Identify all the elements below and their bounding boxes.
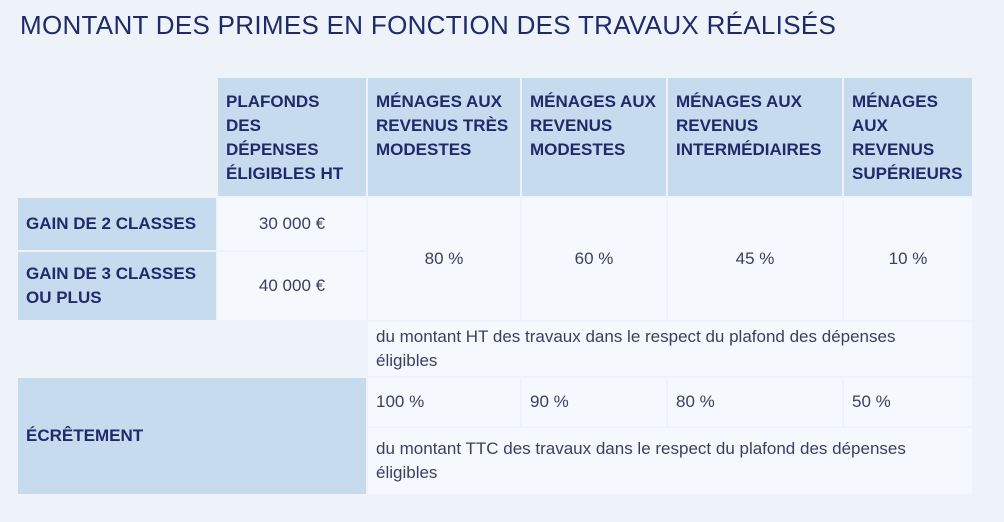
rate: 80 % <box>668 378 842 426</box>
note: du montant HT des travaux dans le respec… <box>368 322 972 376</box>
prime-table: PLAFONDS DES DÉPENSES ÉLIGIBLES HT MÉNAG… <box>16 76 974 496</box>
row-label: ÉCRÊTEMENT <box>18 378 366 494</box>
header-cell: MÉNAGES AUX REVENUS TRÈS MODESTES <box>368 78 520 196</box>
title: MONTANT DES PRIMES EN FONCTION DES TRAVA… <box>20 10 837 40</box>
rate: 90 % <box>522 378 666 426</box>
rate: 100 % <box>368 378 520 426</box>
note: du montant TTC des travaux dans le respe… <box>368 428 972 494</box>
rate: 10 % <box>844 198 972 320</box>
row-label: GAIN DE 3 CLASSES OU PLUS <box>18 252 216 320</box>
row: ÉCRÊTEMENT 100 % 90 % 80 % 50 % <box>18 378 972 494</box>
rate: 80 % <box>368 198 520 320</box>
rate: 45 % <box>668 198 842 320</box>
header-cell: MÉNAGES AUX REVENUS SUPÉRIEURS <box>844 78 972 196</box>
empty-cell <box>18 78 216 196</box>
ceiling: 40 000 € <box>218 252 366 320</box>
header-cell: PLAFONDS DES DÉPENSES ÉLIGIBLES HT <box>218 78 366 196</box>
row: du montant TTC des travaux dans le respe… <box>18 428 972 494</box>
row: du montant HT des travaux dans le respec… <box>18 322 972 376</box>
header-cell: MÉNAGES AUX REVENUS MODESTES <box>522 78 666 196</box>
row-label: GAIN DE 2 CLASSES <box>18 198 216 250</box>
note-text: du montant HT des travaux dans le respec… <box>376 327 896 370</box>
ceiling: 30 000 € <box>218 198 366 250</box>
row: GAIN DE 2 CLASSES 30 000 € 80 % 60 % 45 … <box>18 198 972 320</box>
rate: 60 % <box>522 198 666 320</box>
empty-cell <box>18 322 366 376</box>
header-row: PLAFONDS DES DÉPENSES ÉLIGIBLES HT MÉNAG… <box>18 78 972 196</box>
row: GAIN DE 3 CLASSES OU PLUS 40 000 € <box>18 252 972 320</box>
header-cell: MÉNAGES AUX REVENUS INTERMÉDIAIRES <box>668 78 842 196</box>
rate: 50 % <box>844 378 972 426</box>
